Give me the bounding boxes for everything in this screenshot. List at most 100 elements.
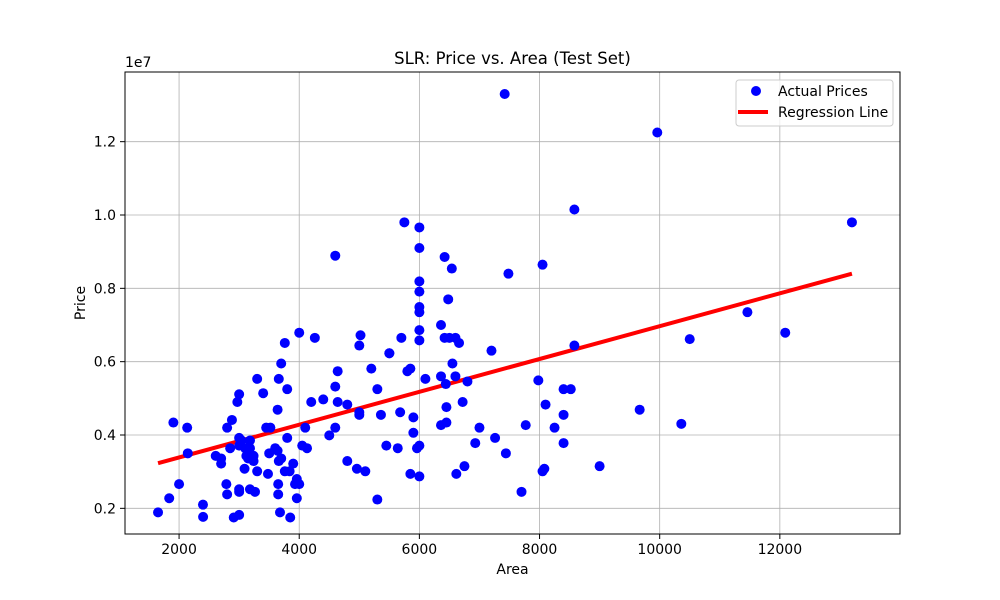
x-axis-label: Area <box>496 562 528 578</box>
data-point <box>540 399 551 410</box>
data-point <box>450 371 461 382</box>
x-tick-label: 10000 <box>637 542 682 558</box>
legend-marker-actual-prices <box>751 86 761 96</box>
data-point <box>414 243 425 253</box>
data-point <box>459 461 470 472</box>
data-point <box>594 461 605 472</box>
data-point <box>234 389 245 400</box>
y-tick-label: 1.2 <box>94 135 116 151</box>
data-point <box>244 435 255 446</box>
data-point <box>182 448 193 459</box>
data-point <box>248 450 259 461</box>
data-point <box>198 511 209 522</box>
y-tick-label: 0.8 <box>94 281 116 297</box>
data-point <box>780 327 791 338</box>
data-point <box>676 418 687 429</box>
data-point <box>354 407 365 418</box>
data-point <box>399 217 410 228</box>
y-tick-label: 1.0 <box>94 208 116 224</box>
legend-label-actual-prices: Actual Prices <box>778 84 868 100</box>
data-point <box>360 466 371 477</box>
x-tick-label: 12000 <box>758 542 803 558</box>
data-point <box>239 463 250 474</box>
data-point <box>533 375 544 386</box>
data-point <box>168 417 179 428</box>
data-point <box>252 373 263 384</box>
data-point <box>414 286 425 297</box>
data-point <box>516 486 527 497</box>
data-point <box>153 507 164 518</box>
data-point <box>446 263 457 274</box>
data-point <box>232 397 243 407</box>
data-point <box>414 222 425 233</box>
data-point <box>318 394 329 405</box>
data-point <box>221 479 232 490</box>
data-point <box>276 453 287 464</box>
data-point <box>354 340 365 351</box>
data-point <box>408 427 419 438</box>
data-point <box>284 466 295 477</box>
data-point <box>436 371 447 382</box>
data-point <box>182 422 193 433</box>
data-point <box>569 340 580 351</box>
x-tick-label: 6000 <box>402 542 438 558</box>
regression-line <box>157 271 853 466</box>
data-point <box>405 468 416 479</box>
data-point <box>414 335 425 346</box>
data-point <box>222 422 233 433</box>
data-point <box>558 384 569 395</box>
data-point <box>414 325 425 336</box>
data-point <box>470 438 481 449</box>
data-point <box>282 432 293 443</box>
data-point <box>306 397 317 407</box>
data-point <box>164 493 175 504</box>
data-point <box>275 507 285 518</box>
data-point <box>332 397 343 407</box>
data-point <box>503 268 514 279</box>
data-point <box>652 127 663 138</box>
legend-label-regression-line: Regression Line <box>778 105 888 121</box>
data-point <box>330 381 341 392</box>
data-point <box>234 486 245 497</box>
legend-box <box>735 79 894 127</box>
data-point <box>486 345 497 356</box>
data-point <box>244 443 255 454</box>
data-point <box>351 463 362 474</box>
data-point <box>474 422 485 433</box>
data-point <box>276 358 287 369</box>
data-point <box>174 479 185 490</box>
data-point <box>282 384 293 395</box>
data-point <box>443 294 454 305</box>
data-point <box>439 251 450 262</box>
data-point <box>234 509 245 520</box>
data-point <box>539 463 550 474</box>
data-point <box>441 417 452 428</box>
data-point <box>396 332 407 343</box>
data-point <box>520 420 531 431</box>
y-axis-label: Price <box>73 286 89 320</box>
x-tick-label: 4000 <box>281 542 317 558</box>
data-point <box>436 320 447 330</box>
data-point <box>457 397 468 407</box>
data-point <box>414 307 425 318</box>
data-point <box>440 379 451 390</box>
data-point <box>272 445 283 456</box>
data-point <box>549 422 560 433</box>
data-point <box>279 337 290 348</box>
data-point <box>558 438 569 449</box>
data-point <box>414 471 425 482</box>
data-point <box>366 363 377 374</box>
data-point <box>285 512 296 523</box>
data-point <box>262 468 273 479</box>
x-tick-label: 8000 <box>522 542 558 558</box>
data-point <box>265 422 276 433</box>
regression-line-layer <box>157 271 853 466</box>
data-points <box>153 89 857 523</box>
data-point <box>324 430 335 441</box>
chart-title: SLR: Price vs. Area (Test Set) <box>394 49 631 68</box>
legend: Actual Prices Regression Line <box>735 79 894 127</box>
data-point <box>451 468 462 479</box>
data-point <box>342 456 353 467</box>
data-point <box>392 443 403 454</box>
